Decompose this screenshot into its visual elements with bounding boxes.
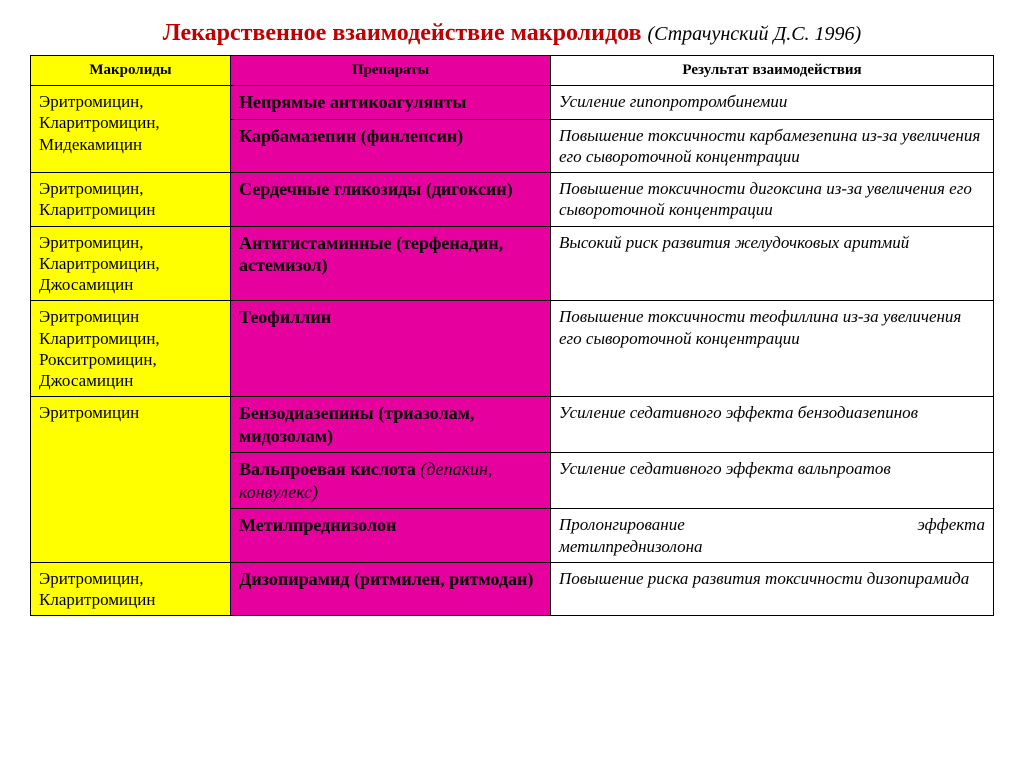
- cell-macrolide: Эритромицин Кларитромицин, Рокситромицин…: [31, 301, 231, 397]
- result-line2: метилпреднизолона: [559, 536, 985, 557]
- cell-macrolide: Эритромицин, Кларитромицин, Джосамицин: [31, 226, 231, 301]
- cell-drug: Карбамазепин (финлепсин): [231, 119, 551, 173]
- cell-macrolide: Эритромицин, Кларитромицин, Мидекамицин: [31, 86, 231, 173]
- cell-drug: Антигистаминные (терфенадин, астемизол): [231, 226, 551, 301]
- cell-drug: Дизопирамид (ритмилен, ритмодан): [231, 562, 551, 616]
- col-header-result: Результат взаимодействия: [551, 56, 994, 86]
- cell-drug: Бензодиазепины (триазолам, мидозолам): [231, 397, 551, 453]
- cell-drug: Сердечные гликозиды (дигоксин): [231, 173, 551, 227]
- cell-result: Усиление седативного эффекта бензодиазеп…: [551, 397, 994, 453]
- table-header-row: Макролиды Препараты Результат взаимодейс…: [31, 56, 994, 86]
- cell-result: Высокий риск развития желудочковых аритм…: [551, 226, 994, 301]
- cell-macrolide: Эритромицин: [31, 397, 231, 563]
- cell-drug: Метилпреднизолон: [231, 509, 551, 563]
- table-row: Эритромицин, Кларитромицин, Джосамицин А…: [31, 226, 994, 301]
- table-row: Эритромицин, Кларитромицин Дизопирамид (…: [31, 562, 994, 616]
- cell-macrolide: Эритромицин, Кларитромицин: [31, 562, 231, 616]
- table-row: Эритромицин Кларитромицин, Рокситромицин…: [31, 301, 994, 397]
- cell-drug: Теофиллин: [231, 301, 551, 397]
- title-sub: (Страчунский Д.С. 1996): [647, 23, 861, 45]
- cell-result: Повышение токсичности теофиллина из-за у…: [551, 301, 994, 397]
- result-right: эффекта: [917, 514, 985, 535]
- table-row: Эритромицин, Кларитромицин, Мидекамицин …: [31, 86, 994, 120]
- table-row: Эритромицин Бензодиазепины (триазолам, м…: [31, 397, 994, 453]
- table-row: Эритромицин, Кларитромицин Сердечные гли…: [31, 173, 994, 227]
- interactions-table: Макролиды Препараты Результат взаимодейс…: [30, 55, 994, 616]
- cell-result: Повышение риска развития токсичности диз…: [551, 562, 994, 616]
- cell-drug: Вальпроевая кислота (депакин, конвулекс): [231, 453, 551, 509]
- cell-result: Повышение токсичности карбамезепина из-з…: [551, 119, 994, 173]
- drug-main: Вальпроевая кислота: [239, 459, 420, 479]
- result-left: Пролонгирование: [559, 514, 685, 535]
- cell-result: Пролонгирование эффекта метилпреднизолона: [551, 509, 994, 563]
- cell-result: Повышение токсичности дигоксина из-за ув…: [551, 173, 994, 227]
- col-header-macrolides: Макролиды: [31, 56, 231, 86]
- cell-macrolide: Эритромицин, Кларитромицин: [31, 173, 231, 227]
- cell-drug: Непрямые антикоагулянты: [231, 86, 551, 120]
- col-header-drugs: Препараты: [231, 56, 551, 86]
- cell-result: Усиление гипопротромбинемии: [551, 86, 994, 120]
- title-main: Лекарственное взаимодействие макролидов: [163, 20, 648, 46]
- cell-result: Усиление седативного эффекта вальпроатов: [551, 453, 994, 509]
- page-title: Лекарственное взаимодействие макролидов …: [30, 20, 994, 47]
